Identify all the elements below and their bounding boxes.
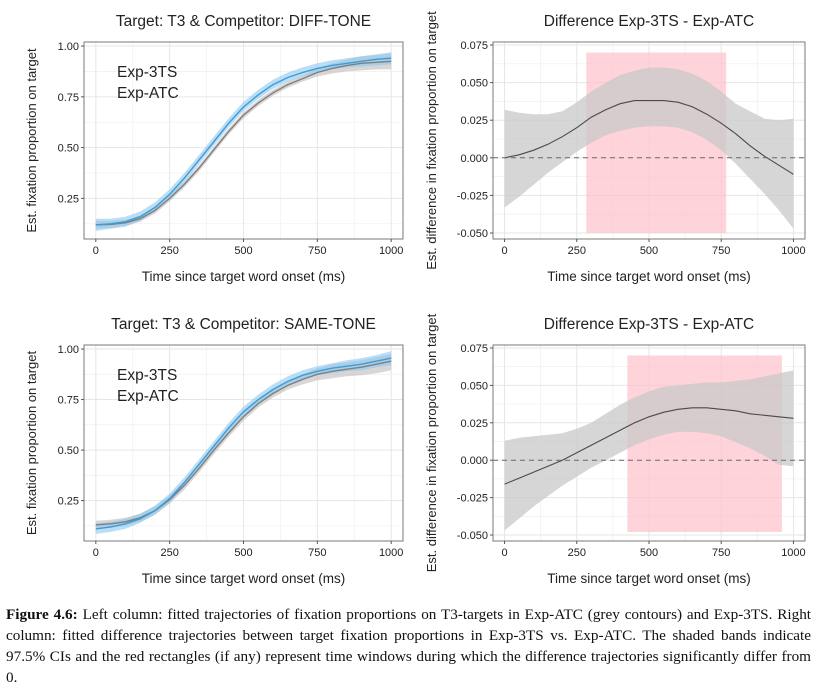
x-tick-label: 1000: [379, 245, 403, 257]
y-tick-label: 1.00: [58, 41, 79, 53]
y-tick-label: 0.25: [58, 193, 79, 205]
x-tick-label: 250: [568, 547, 586, 559]
chart-title: Target: T3 & Competitor: DIFF-TONE: [116, 13, 371, 30]
y-tick-label: 0.000: [460, 455, 488, 467]
chart-title: Target: T3 & Competitor: SAME-TONE: [111, 316, 376, 333]
series-line-exp-3ts: [95, 357, 392, 530]
x-tick-label: 250: [160, 547, 178, 559]
x-tick-label: 750: [712, 245, 730, 257]
x-tick-label: 0: [93, 547, 99, 559]
legend-entry-exp-atc: Exp-ATC: [117, 388, 179, 405]
legend: Exp-3TS Exp-ATC: [117, 367, 179, 405]
y-tick-label: 0.075: [460, 343, 488, 355]
y-tick-label: 0.75: [58, 395, 79, 407]
ci-band-exp-3ts-exp-atc: [504, 67, 794, 229]
series-line-exp-3ts-exp-atc: [504, 100, 794, 175]
y-tick-label: 0.25: [58, 496, 79, 508]
x-tick-label: 1000: [379, 547, 403, 559]
y-tick-label: 0.75: [58, 92, 79, 104]
x-tick-label: 0: [501, 245, 507, 257]
panel-diff-tone-trajectories: 0 250 500 750 1000 0.25 0.50 0.75 1.00 Target: T3…: [24, 13, 404, 284]
x-tick-label: 1000: [781, 547, 805, 559]
panel-same-tone-trajectories: 0 250 500 750 1000 0.25 0.50 0.75 1.00 Target: T3…: [24, 316, 404, 586]
caption-label: Figure 4.6:: [6, 606, 78, 623]
figure-caption: Figure 4.6: Left column: fitted trajecto…: [6, 604, 811, 688]
y-tick-label: 0.000: [460, 153, 488, 165]
y-axis-label: Est. difference in fixation proportion o…: [424, 313, 439, 572]
chart-title: Difference Exp-3TS - Exp-ATC: [544, 316, 754, 333]
legend-entry-exp-atc: Exp-ATC: [117, 85, 179, 102]
x-tick-label: 750: [308, 245, 326, 257]
y-tick-label: -0.050: [457, 228, 488, 240]
series-line-exp-3ts: [95, 57, 392, 226]
ci-band-exp-3ts-exp-atc: [504, 370, 794, 531]
x-axis-label: Time since target word onset (ms): [547, 571, 751, 586]
x-tick-label: 0: [501, 547, 507, 559]
y-axis-label: Est. fixation proportion on target: [24, 48, 39, 233]
panel-same-tone-difference: 0 250 500 750 1000 -0.050 -0.025 0.000 0.025 0.05…: [424, 313, 806, 586]
x-tick-label: 500: [640, 245, 658, 257]
series-line-exp-3ts-exp-atc: [504, 407, 794, 485]
x-tick-label: 500: [234, 547, 252, 559]
y-tick-label: 0.025: [460, 115, 488, 127]
y-tick-label: 1.00: [58, 344, 79, 356]
x-axis-label: Time since target word onset (ms): [142, 269, 346, 284]
ci-band-exp-3ts: [95, 351, 392, 534]
x-tick-label: 750: [308, 547, 326, 559]
y-tick-label: 0.50: [58, 445, 79, 457]
x-tick-label: 500: [640, 547, 658, 559]
legend: Exp-3TS Exp-ATC: [117, 64, 179, 102]
x-tick-label: 1000: [781, 245, 805, 257]
legend-entry-exp-3ts: Exp-3TS: [117, 64, 177, 81]
y-tick-label: 0.50: [58, 143, 79, 155]
y-axis-label: Est. difference in fixation proportion o…: [424, 11, 439, 270]
x-tick-label: 0: [93, 245, 99, 257]
y-tick-label: 0.075: [460, 40, 488, 52]
x-axis-label: Time since target word onset (ms): [547, 269, 751, 284]
y-tick-label: -0.050: [457, 530, 488, 542]
legend-entry-exp-3ts: Exp-3TS: [117, 367, 177, 384]
series-line-exp-atc: [95, 60, 392, 226]
y-tick-label: -0.025: [457, 190, 488, 202]
chart-title: Difference Exp-3TS - Exp-ATC: [544, 13, 754, 30]
x-tick-label: 750: [712, 547, 730, 559]
panel-diff-tone-difference: 0 250 500 750 1000 -0.050 -0.025 0.000 0.025 0.05…: [424, 11, 806, 284]
x-tick-label: 250: [568, 245, 586, 257]
y-tick-label: -0.025: [457, 493, 488, 505]
x-tick-label: 500: [234, 245, 252, 257]
figure-panels: 0 250 500 750 1000 0.25 0.50 0.75 1.00 Target: T3…: [24, 11, 806, 586]
x-tick-label: 250: [160, 245, 178, 257]
y-tick-label: 0.050: [460, 78, 488, 90]
y-tick-label: 0.050: [460, 380, 488, 392]
caption-text: Left column: fitted trajectories of fixa…: [6, 606, 812, 686]
y-axis-label: Est. fixation proportion on target: [24, 350, 39, 535]
ci-band-exp-atc: [95, 354, 392, 529]
x-axis-label: Time since target word onset (ms): [142, 571, 346, 586]
y-tick-label: 0.025: [460, 418, 488, 430]
gridlines: [84, 345, 403, 541]
gridlines: [84, 42, 403, 239]
